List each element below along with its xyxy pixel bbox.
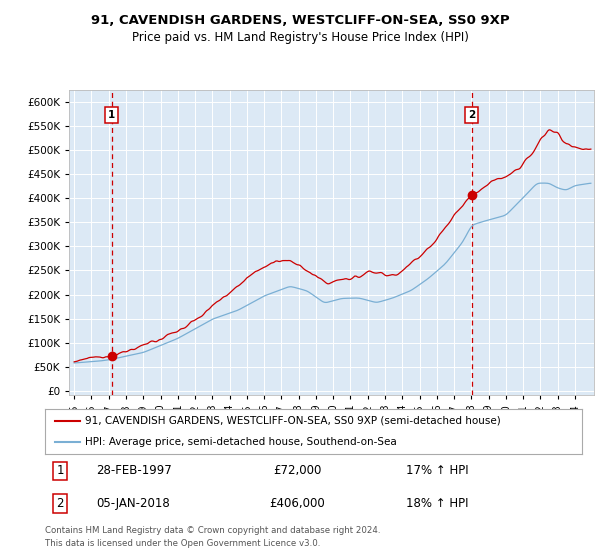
Text: Contains HM Land Registry data © Crown copyright and database right 2024.: Contains HM Land Registry data © Crown c… bbox=[45, 526, 380, 535]
Text: Price paid vs. HM Land Registry's House Price Index (HPI): Price paid vs. HM Land Registry's House … bbox=[131, 31, 469, 44]
Text: 1: 1 bbox=[56, 464, 64, 478]
Text: 91, CAVENDISH GARDENS, WESTCLIFF-ON-SEA, SS0 9XP (semi-detached house): 91, CAVENDISH GARDENS, WESTCLIFF-ON-SEA,… bbox=[85, 416, 501, 426]
Text: 18% ↑ HPI: 18% ↑ HPI bbox=[406, 497, 468, 510]
Text: £406,000: £406,000 bbox=[269, 497, 325, 510]
Text: This data is licensed under the Open Government Licence v3.0.: This data is licensed under the Open Gov… bbox=[45, 539, 320, 548]
Text: 28-FEB-1997: 28-FEB-1997 bbox=[96, 464, 172, 478]
Text: 91, CAVENDISH GARDENS, WESTCLIFF-ON-SEA, SS0 9XP: 91, CAVENDISH GARDENS, WESTCLIFF-ON-SEA,… bbox=[91, 14, 509, 27]
Text: 2: 2 bbox=[56, 497, 64, 510]
Text: 2: 2 bbox=[468, 110, 475, 120]
Text: 1: 1 bbox=[108, 110, 115, 120]
Text: £72,000: £72,000 bbox=[273, 464, 322, 478]
Text: 05-JAN-2018: 05-JAN-2018 bbox=[97, 497, 170, 510]
Text: 17% ↑ HPI: 17% ↑ HPI bbox=[406, 464, 469, 478]
Text: HPI: Average price, semi-detached house, Southend-on-Sea: HPI: Average price, semi-detached house,… bbox=[85, 436, 397, 446]
